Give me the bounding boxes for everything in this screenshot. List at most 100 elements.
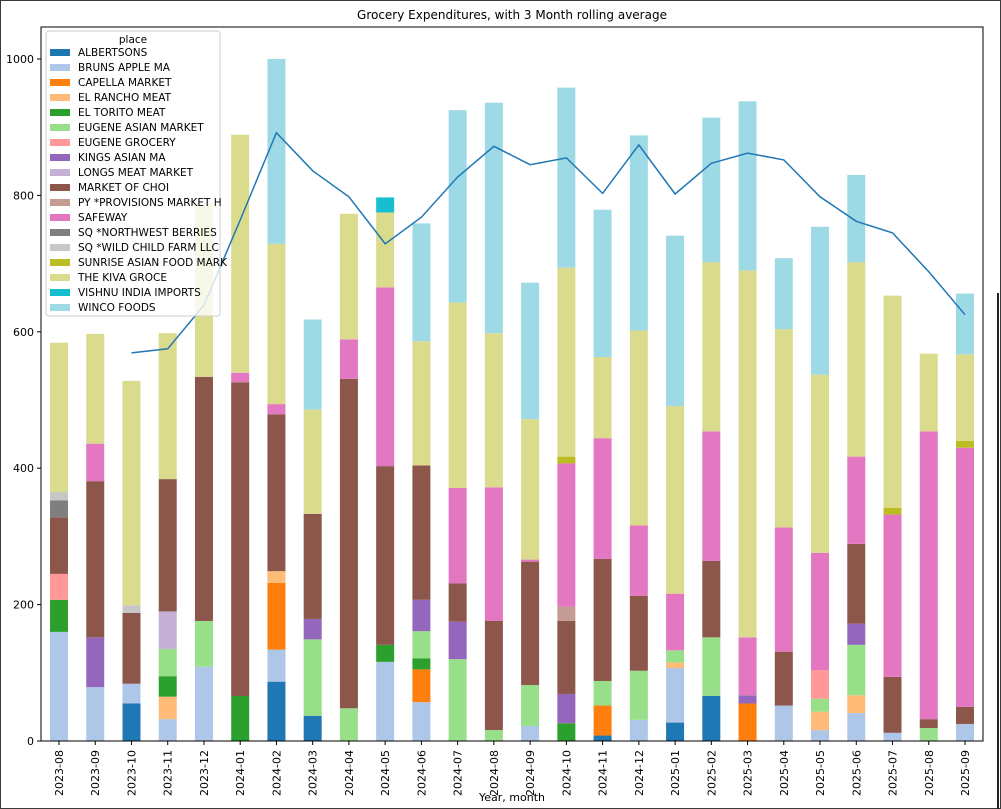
bar-segment: [666, 406, 685, 594]
bar-segment: [666, 593, 685, 651]
bar-segment: [86, 443, 105, 482]
legend-swatch: [50, 169, 70, 176]
legend-swatch: [50, 109, 70, 116]
bar-segment: [811, 730, 830, 741]
bar-segment: [811, 711, 830, 731]
bar-segment: [231, 372, 250, 383]
legend-entry-label: SUNRISE ASIAN FOOD MARK: [78, 257, 228, 269]
bar-segment: [811, 226, 830, 375]
bar-segment: [158, 333, 177, 480]
bar-segment: [86, 637, 105, 688]
bar-segment: [956, 447, 974, 707]
bar-segment: [122, 612, 141, 684]
bar-segment: [50, 599, 68, 632]
bar-segment: [811, 552, 830, 671]
bar-segment: [448, 110, 467, 303]
bar-segment: [231, 695, 250, 741]
x-tick-label: 2024-03: [307, 750, 320, 796]
bar-segment: [919, 431, 938, 720]
bar-segment: [702, 637, 721, 696]
legend-entry-label: LONGS MEAT MARKET: [78, 167, 194, 179]
bar-segment: [956, 706, 974, 724]
legend-swatch: [50, 154, 70, 161]
bar-segment: [484, 620, 503, 731]
x-tick-label: 2023-11: [162, 750, 175, 796]
bar-segment: [557, 267, 576, 457]
bar-segment: [50, 492, 68, 501]
bar-segment: [956, 723, 974, 741]
bar-segment: [484, 730, 503, 741]
legend-entry-label: VISHNU INDIA IMPORTS: [78, 287, 201, 299]
bar-segment: [702, 695, 721, 741]
bar-segment: [484, 102, 503, 334]
bar-segment: [847, 644, 866, 696]
legend-entry-label: CAPELLA MARKET: [78, 77, 172, 89]
bar-segment: [593, 558, 612, 681]
bar-segment: [376, 661, 395, 741]
bars-layer: [50, 59, 974, 741]
bar-segment: [86, 481, 105, 638]
bar-segment: [629, 670, 648, 720]
legend-swatch: [50, 64, 70, 71]
bar-segment: [50, 517, 68, 574]
bar-segment: [629, 525, 648, 596]
bar-segment: [521, 419, 540, 560]
legend-entry-label: WINCO FOODS: [78, 302, 156, 314]
bar-segment: [811, 374, 830, 553]
bar-segment: [267, 649, 286, 682]
bar-segment: [593, 705, 612, 736]
bar-segment: [557, 87, 576, 268]
bar-segment: [521, 559, 540, 562]
bar-segment: [847, 623, 866, 645]
bar-segment: [267, 414, 286, 572]
x-tick-label: 2023-12: [198, 750, 211, 796]
bar-segment: [557, 620, 576, 694]
bar-segment: [883, 676, 902, 733]
bar-segment: [122, 703, 141, 741]
x-tick-label: 2025-02: [705, 750, 718, 796]
bar-segment: [774, 527, 793, 652]
x-tick-label: 2024-12: [633, 750, 646, 796]
x-tick-label: 2024-01: [234, 750, 247, 796]
bar-segment: [629, 135, 648, 331]
bar-segment: [811, 670, 830, 699]
bar-segment: [339, 339, 358, 379]
x-axis-label: Year, month: [478, 791, 545, 804]
legend-entry-label: EUGENE ASIAN MARKET: [78, 122, 204, 134]
bar-segment: [194, 620, 213, 667]
bar-segment: [629, 330, 648, 526]
bar-segment: [194, 666, 213, 741]
bar-segment: [774, 329, 793, 528]
bar-segment: [629, 595, 648, 671]
bar-segment: [267, 59, 286, 244]
bar-segment: [702, 262, 721, 432]
bar-segment: [593, 438, 612, 559]
bar-segment: [448, 302, 467, 488]
bar-segment: [956, 293, 974, 355]
bar-segment: [303, 409, 322, 514]
legend-swatch: [50, 49, 70, 56]
bar-segment: [738, 637, 757, 696]
bar-segment: [448, 621, 467, 660]
bar-segment: [811, 698, 830, 712]
bar-segment: [158, 648, 177, 677]
bar-segment: [738, 101, 757, 271]
bar-segment: [339, 708, 358, 741]
bar-segment: [267, 582, 286, 650]
bar-segment: [738, 703, 757, 741]
bar-segment: [738, 270, 757, 638]
bar-segment: [158, 696, 177, 720]
bar-segment: [557, 723, 576, 741]
legend-entry-label: ALBERTSONS: [78, 47, 148, 59]
bar-segment: [521, 685, 540, 726]
legend-entry-label: EL TORITO MEAT: [78, 107, 166, 119]
bar-segment: [303, 639, 322, 716]
bar-segment: [593, 357, 612, 439]
legend-entry-label: SQ *WILD CHILD FARM LLC: [78, 242, 219, 254]
bar-segment: [883, 732, 902, 741]
bar-segment: [666, 662, 685, 669]
bar-segment: [267, 404, 286, 415]
x-tick-label: 2024-06: [415, 750, 428, 796]
legend-entry-label: KINGS ASIAN MA: [78, 152, 166, 164]
